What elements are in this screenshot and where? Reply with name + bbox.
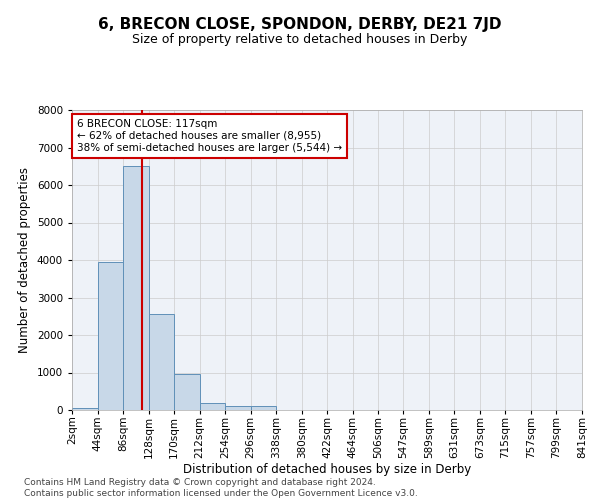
- Bar: [200, 402, 225, 410]
- Bar: [72, 408, 98, 410]
- Text: 6, BRECON CLOSE, SPONDON, DERBY, DE21 7JD: 6, BRECON CLOSE, SPONDON, DERBY, DE21 7J…: [98, 18, 502, 32]
- X-axis label: Distribution of detached houses by size in Derby: Distribution of detached houses by size …: [183, 463, 471, 476]
- Text: 6 BRECON CLOSE: 117sqm
← 62% of detached houses are smaller (8,955)
38% of semi-: 6 BRECON CLOSE: 117sqm ← 62% of detached…: [77, 120, 342, 152]
- Text: Size of property relative to detached houses in Derby: Size of property relative to detached ho…: [133, 32, 467, 46]
- Y-axis label: Number of detached properties: Number of detached properties: [18, 167, 31, 353]
- Bar: [251, 406, 276, 410]
- Bar: [98, 262, 123, 410]
- Bar: [149, 314, 174, 410]
- Bar: [225, 406, 251, 410]
- Bar: [174, 374, 200, 410]
- Text: Contains HM Land Registry data © Crown copyright and database right 2024.
Contai: Contains HM Land Registry data © Crown c…: [24, 478, 418, 498]
- Bar: [123, 166, 149, 410]
